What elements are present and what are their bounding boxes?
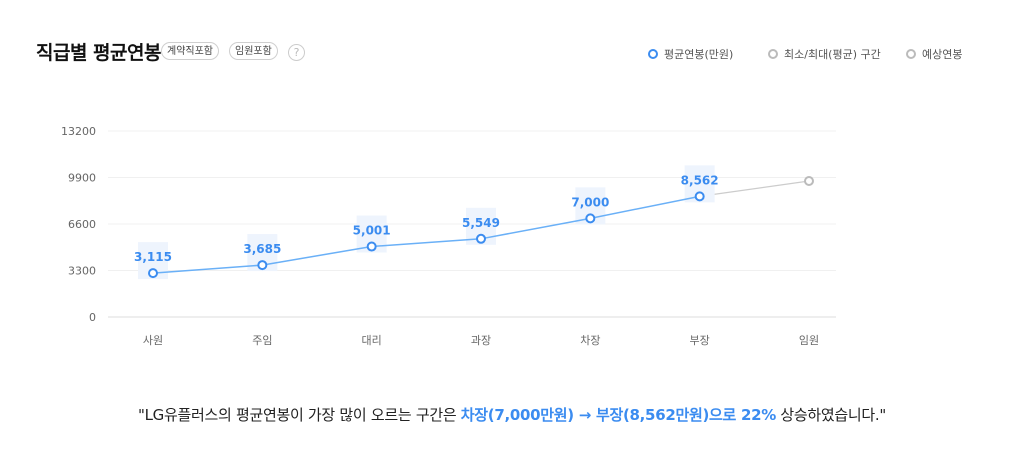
circle-marker-icon — [648, 49, 658, 59]
expected-salary-line — [699, 180, 810, 197]
legend-label: 평균연봉(만원) — [664, 48, 734, 61]
chip-executive-included[interactable]: 임원포함 — [229, 42, 278, 60]
summary-text: "LG유플러스의 평균연봉이 가장 많이 오르는 구간은 차장(7,000만원)… — [0, 404, 1024, 425]
data-label: 7,000 — [571, 195, 609, 209]
x-tick-label: 임원 — [799, 334, 819, 347]
legend-label: 예상연봉 — [922, 48, 963, 61]
data-point[interactable] — [694, 191, 705, 202]
x-tick-label: 주임 — [252, 334, 272, 347]
legend-average-salary[interactable]: 평균연봉(만원) — [648, 46, 733, 62]
help-icon[interactable]: ? — [288, 44, 305, 61]
data-label: 8,562 — [681, 173, 719, 187]
data-label: 3,685 — [243, 242, 281, 256]
data-point[interactable] — [148, 268, 158, 279]
data-point[interactable] — [366, 241, 377, 252]
expected-point[interactable] — [804, 176, 814, 187]
summary-highlight: 차장(7,000만원) → 부장(8,562만원)으로 22% — [460, 406, 776, 424]
legend-label: 최소/최대(평균) 구간 — [784, 48, 881, 61]
y-tick-label: 9900 — [68, 172, 96, 185]
data-label: 5,549 — [462, 216, 500, 230]
circle-marker-icon — [768, 49, 778, 59]
data-label: 5,001 — [353, 224, 391, 238]
circle-marker-icon — [906, 49, 916, 59]
y-tick-label: 0 — [89, 311, 96, 324]
chip-contract-included[interactable]: 계약직포함 — [161, 42, 219, 60]
line-chart: 0 3300 6600 9900 13200 사원 주임 대리 과장 차장 부장 임원 3,115 3,6… — [61, 125, 836, 347]
y-tick-label: 13200 — [61, 125, 96, 138]
y-tick-label: 6600 — [68, 218, 96, 231]
data-point[interactable] — [257, 260, 268, 271]
average-salary-line — [152, 195, 700, 274]
data-point[interactable] — [585, 213, 596, 224]
summary-suffix: 상승하였습니다." — [775, 406, 886, 424]
x-tick-label: 대리 — [362, 334, 382, 347]
page-title: 직급별 평균연봉 — [36, 42, 161, 64]
summary-prefix: "LG유플러스의 평균연봉이 가장 많이 오르는 구간은 — [138, 406, 461, 424]
x-tick-label: 부장 — [690, 334, 710, 347]
x-tick-label: 사원 — [143, 334, 163, 347]
data-point[interactable] — [476, 233, 486, 244]
x-tick-label: 과장 — [471, 334, 491, 347]
x-tick-label: 차장 — [580, 334, 600, 347]
y-tick-label: 3300 — [68, 265, 96, 278]
data-label: 3,115 — [134, 250, 172, 264]
legend-min-max-range[interactable]: 최소/최대(평균) 구간 — [768, 46, 881, 62]
legend-expected-salary[interactable]: 예상연봉 — [906, 46, 962, 62]
